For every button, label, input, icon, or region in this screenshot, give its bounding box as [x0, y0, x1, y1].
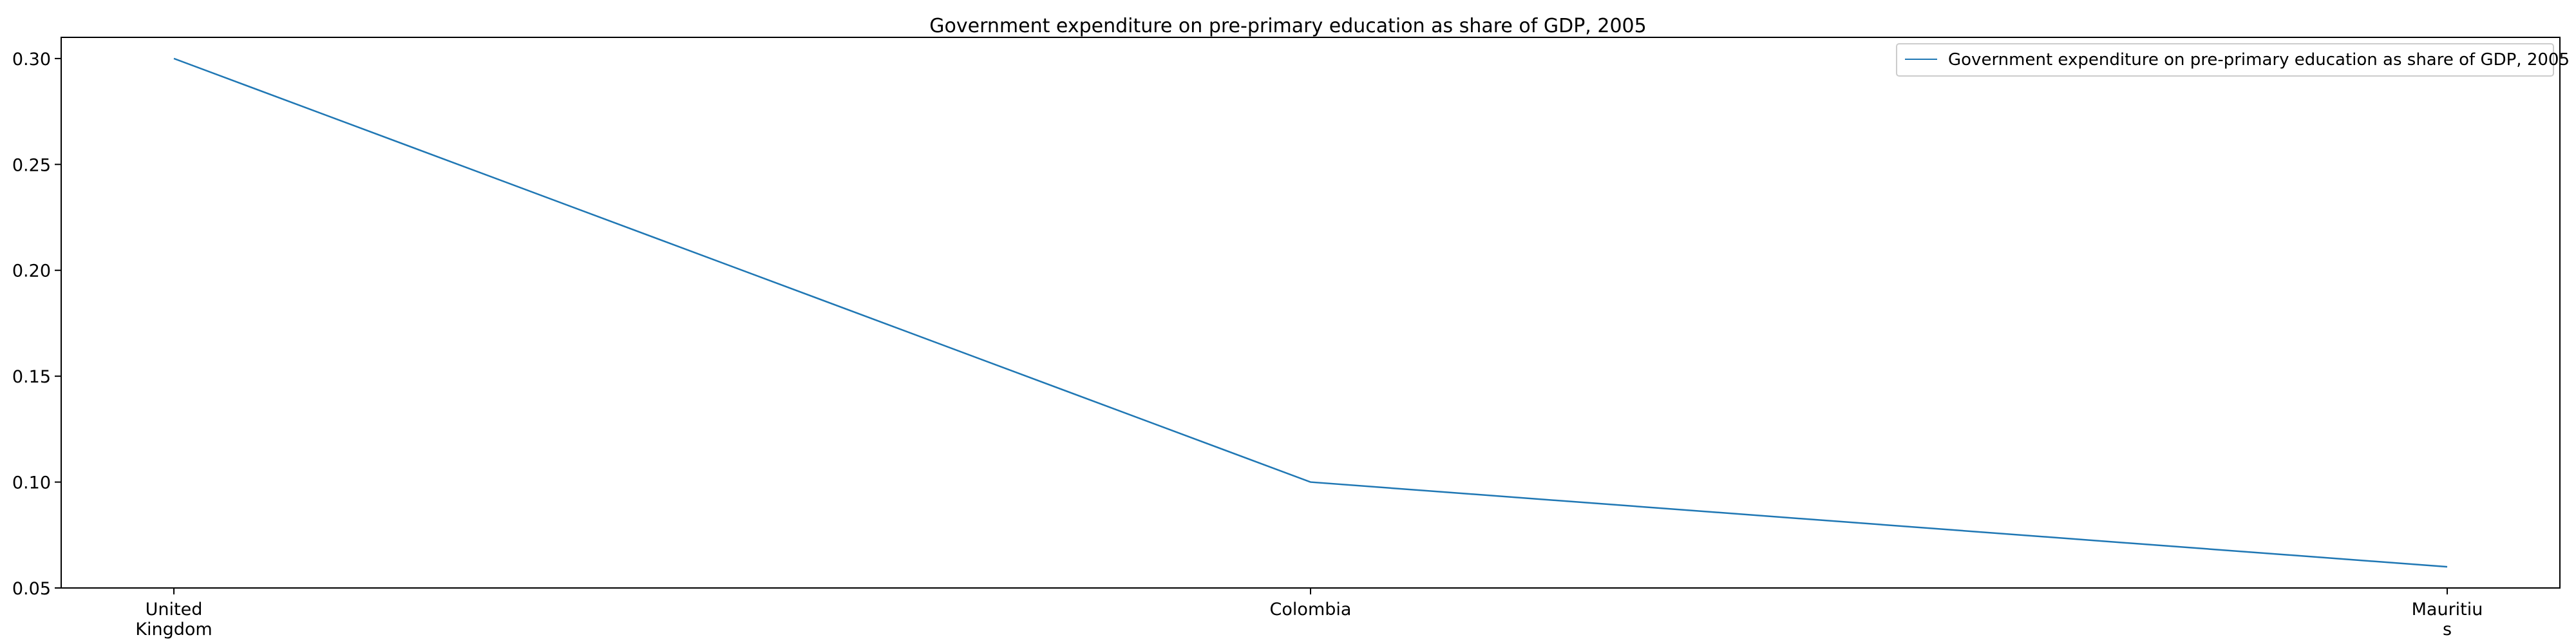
y-tick-label: 0.10 [12, 473, 51, 493]
y-tick-label: 0.30 [12, 50, 51, 70]
legend-label: Government expenditure on pre-primary ed… [1948, 50, 2570, 70]
y-tick-label: 0.25 [12, 155, 51, 175]
legend: Government expenditure on pre-primary ed… [1896, 43, 2570, 77]
series-layer [173, 57, 2448, 568]
y-tick-label: 0.20 [12, 261, 51, 281]
x-tick-label-line: Mauritiu [2412, 600, 2483, 620]
legend-box [1896, 43, 2554, 77]
x-tick-label-line: Kingdom [135, 620, 212, 639]
y-axis: 0.05 0.10 0.15 0.20 0.25 0.30 [12, 50, 61, 599]
x-tick-label: Mauritiu s [2412, 600, 2483, 639]
x-tick-label: United Kingdom [135, 600, 212, 639]
x-tick-label-line: s [2443, 620, 2452, 639]
y-tick-label: 0.05 [12, 579, 51, 599]
chart-title: Government expenditure on pre-primary ed… [929, 15, 1646, 37]
y-tick-label: 0.15 [12, 367, 51, 387]
x-axis: United Kingdom Colombia Mauritiu s [135, 588, 2483, 639]
x-tick-label-line: Colombia [1270, 600, 1352, 620]
x-tick-label-line: United [146, 600, 203, 620]
x-tick-label: Colombia [1270, 600, 1352, 620]
series-line [173, 57, 2448, 568]
plot-area-frame [61, 37, 2561, 589]
